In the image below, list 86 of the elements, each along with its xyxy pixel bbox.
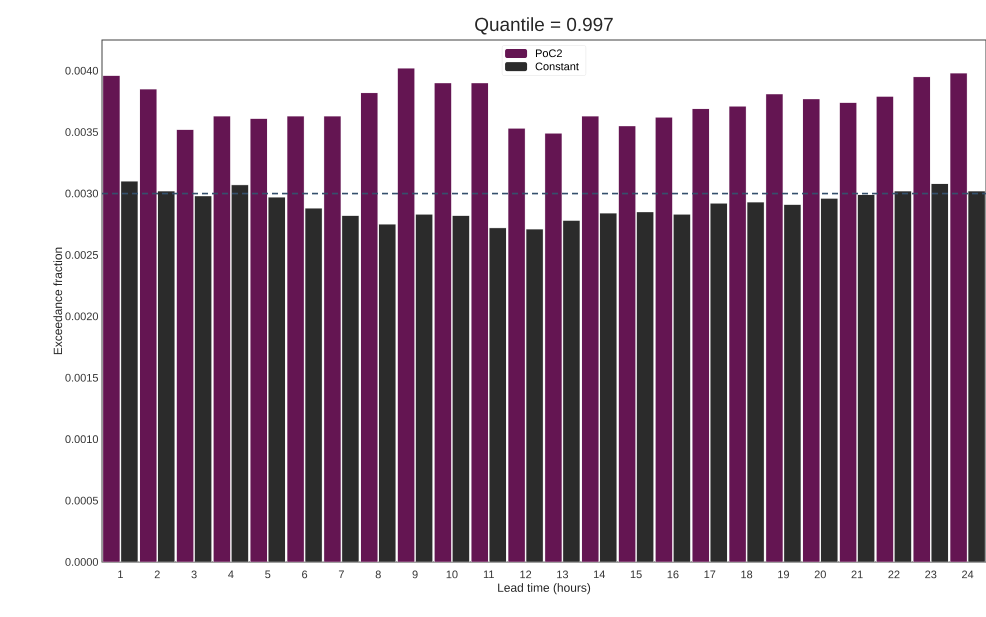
bar [618, 126, 636, 562]
bar [562, 220, 580, 562]
bar [434, 82, 452, 562]
bar [931, 184, 948, 562]
bar [213, 116, 230, 562]
bar [231, 184, 248, 562]
x-tick-label: 16 [668, 570, 679, 578]
bar [820, 198, 838, 562]
bar [950, 72, 968, 562]
x-tick-label: 19 [778, 570, 789, 578]
bar [747, 202, 764, 562]
bar [324, 116, 341, 562]
legend-label: Constant [536, 62, 579, 70]
bar [636, 212, 654, 562]
bar [802, 98, 820, 562]
bar [784, 204, 801, 562]
bar [398, 68, 415, 562]
y-tick-label: 0.0000 [65, 558, 98, 566]
bar [360, 92, 378, 562]
bar [120, 181, 138, 562]
x-axis-title: Lead time (hours) [498, 583, 590, 594]
y-tick-label: 0.0015 [65, 374, 98, 382]
legend-label: PoC2 [536, 49, 562, 58]
bar [710, 203, 728, 562]
bar [913, 76, 930, 562]
bar [287, 116, 304, 562]
bar [305, 208, 322, 562]
bar [471, 82, 488, 562]
bar [729, 106, 746, 562]
x-tick-label: 22 [888, 570, 900, 578]
x-tick-label: 10 [446, 570, 458, 578]
bar [692, 108, 710, 562]
x-tick-label: 12 [520, 570, 532, 578]
x-tick-label: 18 [741, 570, 752, 578]
bar [894, 191, 912, 562]
y-tick-label: 0.0020 [65, 312, 98, 320]
x-tick-label: 24 [962, 570, 974, 578]
bar [489, 228, 506, 562]
x-tick-label: 11 [484, 570, 494, 578]
x-tick-label: 13 [557, 570, 568, 578]
y-tick-label: 0.0025 [65, 251, 98, 259]
y-tick-label: 0.0005 [65, 496, 98, 504]
x-tick-label: 20 [814, 570, 826, 578]
x-tick-label: 4 [228, 570, 234, 578]
bar [858, 194, 875, 562]
x-tick-label: 2 [154, 570, 160, 578]
x-tick-label: 9 [412, 570, 418, 578]
y-tick-label: 0.0040 [65, 66, 98, 75]
x-tick-label: 21 [852, 570, 863, 578]
bar [968, 190, 986, 562]
y-tick-label: 0.0035 [65, 128, 98, 136]
bar [655, 117, 672, 562]
x-tick-label: 14 [594, 570, 606, 578]
chart-title: Quantile = 0.997 [475, 17, 613, 34]
bar [582, 116, 599, 562]
bar [378, 224, 396, 562]
bar [268, 197, 286, 562]
bar [140, 89, 157, 562]
bar [250, 118, 268, 562]
bar [342, 216, 359, 562]
bar [102, 76, 120, 562]
y-axis-title: Exceedance fraction [53, 248, 62, 354]
bar [544, 133, 562, 562]
bar [600, 213, 617, 562]
bar [508, 128, 526, 562]
bar [452, 216, 470, 562]
y-tick-label: 0.0010 [65, 435, 98, 444]
x-tick-label: 23 [925, 570, 936, 578]
bar [158, 191, 175, 562]
bar [194, 196, 212, 562]
x-tick-label: 15 [630, 570, 642, 578]
x-tick-label: 17 [704, 570, 716, 578]
bar [673, 214, 690, 562]
y-tick-label: 0.0030 [65, 190, 98, 198]
x-tick-label: 7 [338, 570, 344, 578]
bar [766, 94, 783, 562]
x-tick-label: 5 [265, 570, 270, 578]
x-tick-label: 1 [118, 570, 123, 578]
x-tick-label: 6 [302, 570, 308, 578]
bar [876, 96, 894, 562]
bar [416, 214, 433, 562]
bar [176, 130, 194, 562]
x-tick-label: 3 [191, 570, 197, 578]
x-tick-label: 8 [376, 570, 381, 578]
bar [840, 102, 857, 562]
bar [526, 229, 544, 562]
